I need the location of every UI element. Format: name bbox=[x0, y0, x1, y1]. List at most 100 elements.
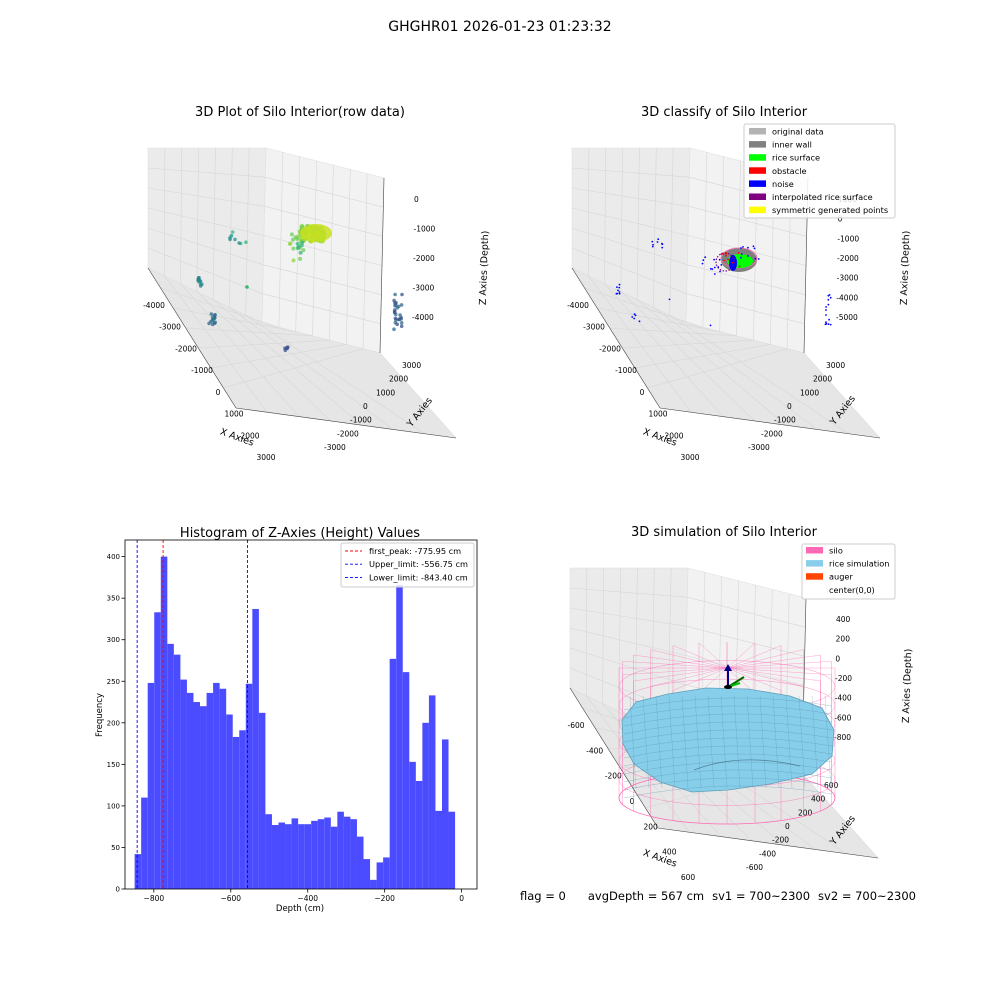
gridline bbox=[571, 187, 689, 207]
panel-raw-zlabel: Z Axies (Depth) bbox=[478, 231, 492, 306]
noise-point bbox=[634, 314, 637, 317]
y-axis-line bbox=[657, 827, 879, 859]
noise-point bbox=[704, 256, 707, 259]
noise-point bbox=[718, 258, 721, 261]
silo-spoke bbox=[672, 645, 728, 669]
x-axis-line bbox=[147, 267, 237, 409]
x-tick-label: −800 bbox=[144, 894, 165, 903]
raw-point bbox=[209, 312, 214, 316]
histogram-bar bbox=[448, 811, 456, 889]
raw-point bbox=[393, 316, 398, 321]
rice-mesh-line bbox=[623, 761, 833, 775]
x-tick-label: -1000 bbox=[191, 366, 213, 375]
y-tick-label: 50 bbox=[111, 844, 120, 852]
gridline bbox=[571, 167, 690, 178]
noise-point bbox=[746, 255, 749, 257]
raw-point bbox=[399, 324, 404, 329]
gridline bbox=[212, 299, 362, 426]
histogram-bar bbox=[180, 679, 187, 889]
raw-point bbox=[295, 237, 300, 241]
gridline bbox=[571, 227, 688, 265]
gridline bbox=[602, 567, 605, 704]
panel-classified-zlabel: Z Axies (Depth) bbox=[899, 231, 913, 306]
gridline bbox=[686, 293, 805, 325]
legend-swatch bbox=[806, 573, 823, 580]
y-tick-label: 0 bbox=[116, 886, 120, 894]
noise-point bbox=[618, 291, 621, 293]
histogram-bar bbox=[232, 736, 240, 889]
raw-point bbox=[291, 258, 296, 263]
histogram-bar bbox=[343, 816, 351, 889]
noise-point bbox=[713, 266, 716, 269]
y-tick-label: 0 bbox=[785, 822, 790, 831]
gridline bbox=[597, 307, 720, 332]
y-tick-label: 3000 bbox=[826, 361, 845, 370]
gridline bbox=[229, 147, 233, 308]
z-tick-label: 0 bbox=[835, 654, 840, 663]
histogram-legend: first_peak: -775.95 cm Upper_limit: -556.… bbox=[340, 542, 475, 588]
gridline bbox=[164, 275, 268, 413]
gridline bbox=[634, 567, 638, 720]
gridline bbox=[571, 207, 689, 236]
gridline bbox=[147, 187, 265, 207]
silo-spoke bbox=[726, 649, 804, 669]
gridline bbox=[587, 147, 590, 276]
y-axis-line bbox=[659, 407, 881, 439]
x-tick-label: 2000 bbox=[240, 431, 259, 440]
noise-point bbox=[828, 318, 830, 321]
gridline bbox=[185, 327, 313, 337]
noise-point bbox=[829, 323, 832, 326]
noise-point bbox=[720, 264, 723, 266]
histogram-bar bbox=[304, 824, 312, 889]
rice-mesh-line bbox=[746, 695, 754, 789]
y-tick-label: -3000 bbox=[748, 443, 770, 452]
panel-raw-axes-box: -4000 -3000 -2000 -1000 0 1000 2000 3000 -3000 -2… bbox=[143, 147, 457, 462]
panel-raw-xlabel: X Axies bbox=[218, 426, 255, 448]
noise-point bbox=[825, 306, 827, 308]
histogram-bar bbox=[173, 654, 181, 889]
histogram-bar bbox=[435, 810, 442, 889]
histogram-ylabel: Frequency bbox=[95, 693, 105, 737]
x-tick-label: -2000 bbox=[599, 344, 621, 353]
silo-spoke bbox=[650, 667, 728, 687]
raw-point bbox=[399, 321, 404, 325]
obstacle-point bbox=[725, 254, 727, 257]
histogram-bar bbox=[337, 811, 344, 889]
y-tick-label: -200 bbox=[772, 836, 789, 845]
gridline bbox=[263, 264, 382, 295]
y-tick-label: 200 bbox=[798, 808, 813, 817]
histogram-bar bbox=[363, 859, 371, 889]
x-tick-label: 0 bbox=[640, 388, 645, 397]
gridline bbox=[312, 160, 317, 336]
y-tick-label: -1000 bbox=[350, 416, 372, 425]
histogram-bar bbox=[134, 854, 142, 889]
gridline bbox=[636, 147, 640, 300]
silo-spoke bbox=[726, 667, 804, 687]
noise-point bbox=[709, 267, 712, 270]
legend-swatch bbox=[806, 586, 823, 593]
raw-point bbox=[212, 321, 217, 326]
noise-point bbox=[740, 253, 743, 256]
noise-point bbox=[633, 317, 636, 320]
gridline bbox=[147, 227, 264, 265]
rice-mesh-line bbox=[681, 695, 689, 789]
histogram-bar bbox=[245, 683, 253, 889]
noise-point bbox=[651, 240, 654, 243]
gridline bbox=[686, 626, 805, 657]
rice-mesh-line bbox=[707, 695, 715, 789]
legend-label: obstacle bbox=[772, 166, 807, 176]
gridline bbox=[160, 287, 279, 328]
rice-mesh-line bbox=[811, 695, 819, 789]
legend-label: auger bbox=[829, 572, 853, 582]
histogram-bar bbox=[200, 706, 207, 889]
gridline bbox=[571, 247, 687, 295]
histogram-bar bbox=[311, 820, 318, 889]
obstacle-point bbox=[722, 253, 725, 255]
raw-point bbox=[392, 327, 396, 332]
raw-point bbox=[290, 237, 295, 242]
rice-mesh-line bbox=[623, 729, 833, 743]
gridline bbox=[620, 147, 623, 292]
raw-point bbox=[298, 256, 303, 261]
histogram-bars bbox=[134, 556, 456, 889]
